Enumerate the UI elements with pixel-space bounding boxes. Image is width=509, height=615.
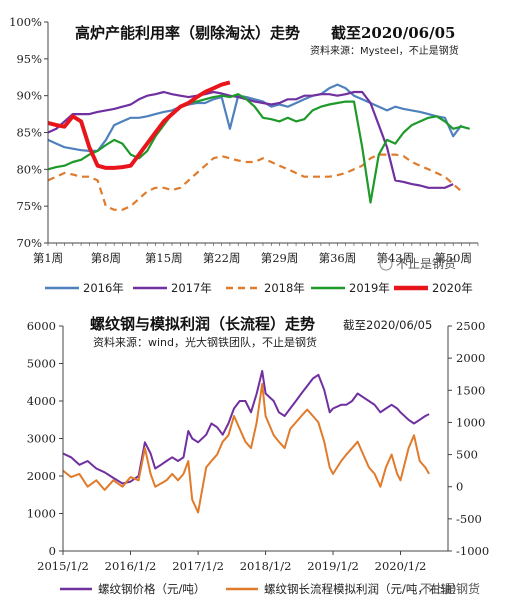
chart1-legend-label: 2016年 (83, 281, 124, 295)
chart2-series-line-right (62, 382, 430, 514)
chart2-right-tick-label: 2500 (456, 319, 485, 333)
chart1-series-line-2018年 (47, 153, 463, 211)
chart1-x-tick-label: 第43周 (376, 251, 414, 265)
chart2-legend-label: 螺纹钢价格（元/吨） (98, 582, 205, 596)
chart2-source: 资料来源：wind，光大钢铁团队，不止是钢货 (93, 335, 317, 349)
chart1-series-line-2016年 (47, 83, 463, 152)
chart1-x-tick-label: 第22周 (203, 251, 241, 265)
chart1-y-tick-label: 70% (16, 236, 42, 250)
chart2-left-tick-label: 4000 (27, 394, 56, 408)
chart2-x-tick-label: 2020/1/2 (375, 559, 427, 573)
chart2-right-tick-label: 1000 (456, 415, 485, 429)
chart2-x-tick-label: 2017/1/2 (172, 559, 224, 573)
chart2-left-tick-label: 6000 (27, 319, 56, 333)
chart1-x-tick-label: 第50周 (434, 251, 472, 265)
chart2-right-tick-label: 500 (456, 448, 478, 462)
chart2-right-tick-label: -1000 (456, 544, 489, 558)
chart2-x-tick-label: 2016/1/2 (105, 559, 157, 573)
watermark-1: 不止是钢货 (379, 256, 456, 271)
chart2-title: 螺纹钢与模拟利润（长流程）走势 (90, 315, 315, 333)
chart2-right-tick-label: 0 (456, 480, 463, 494)
chart2-x-tick-label: 2019/1/2 (307, 559, 359, 573)
chart1-x-tick-label: 第15周 (145, 251, 183, 265)
chart2-left-tick-label: 2000 (27, 469, 56, 483)
chart1-y-tick-label: 90% (16, 89, 42, 103)
chart1-x-tick-label: 第36周 (319, 251, 357, 265)
rebar-price-profit-chart: 螺纹钢与模拟利润（长流程）走势 截至2020/06/05 资料来源：wind，光… (27, 315, 489, 596)
chart1-title: 高炉产能利用率（剔除淘汰）走势 (75, 24, 300, 42)
watermark-logo-icon (379, 257, 393, 271)
watermark-text-1: 不止是钢货 (396, 256, 456, 271)
chart1-legend-label: 2019年 (349, 281, 390, 295)
chart1-legend-label: 2018年 (264, 281, 305, 295)
chart1-y-tick-label: 95% (16, 52, 42, 66)
chart1-y-tick-label: 85% (16, 126, 42, 140)
watermark-text-2: 不止是钢货 (420, 581, 480, 596)
chart1-legend-label: 2020年 (432, 281, 473, 295)
chart1-y-tick-label: 100% (9, 15, 42, 29)
chart1-y-tick-label: 80% (16, 162, 42, 176)
chart1-x-tick-label: 第8周 (91, 251, 121, 265)
chart1-series-line-2020年 (47, 80, 231, 170)
chart2-x-tick-label: 2015/1/2 (37, 559, 89, 573)
chart2-subtitle: 截至2020/06/05 (343, 318, 432, 332)
chart2-right-tick-label: -500 (456, 512, 482, 526)
chart2-left-tick-label: 0 (49, 544, 56, 558)
chart1-y-tick-label: 75% (16, 199, 42, 213)
chart2-right-tick-label: 2000 (456, 351, 485, 365)
chart1-subtitle: 截至2020/06/05 (331, 24, 455, 42)
blast-furnace-utilization-chart: 高炉产能利用率（剔除淘汰）走势 截至2020/06/05 资料来源：Mystee… (9, 15, 479, 295)
chart1-legend-label: 2017年 (171, 281, 212, 295)
chart2-left-tick-label: 3000 (27, 432, 56, 446)
chart1-x-tick-label: 第29周 (261, 251, 299, 265)
chart2-legend-label: 螺纹钢长流程模拟利润（元/吨，右轴） (264, 582, 463, 596)
chart1-source: 资料来源：Mysteel，不止是钢货 (310, 44, 459, 57)
chart1-x-tick-label: 第1周 (33, 251, 63, 265)
chart1-series-line-2019年 (47, 93, 470, 204)
chart2-left-tick-label: 1000 (27, 507, 56, 521)
chart2-right-tick-label: 1500 (456, 383, 485, 397)
chart1-series-line-2017年 (47, 90, 454, 189)
chart2-left-tick-label: 5000 (27, 357, 56, 371)
chart2-x-tick-label: 2018/1/2 (240, 559, 292, 573)
chart2-series-line-left (62, 370, 430, 485)
